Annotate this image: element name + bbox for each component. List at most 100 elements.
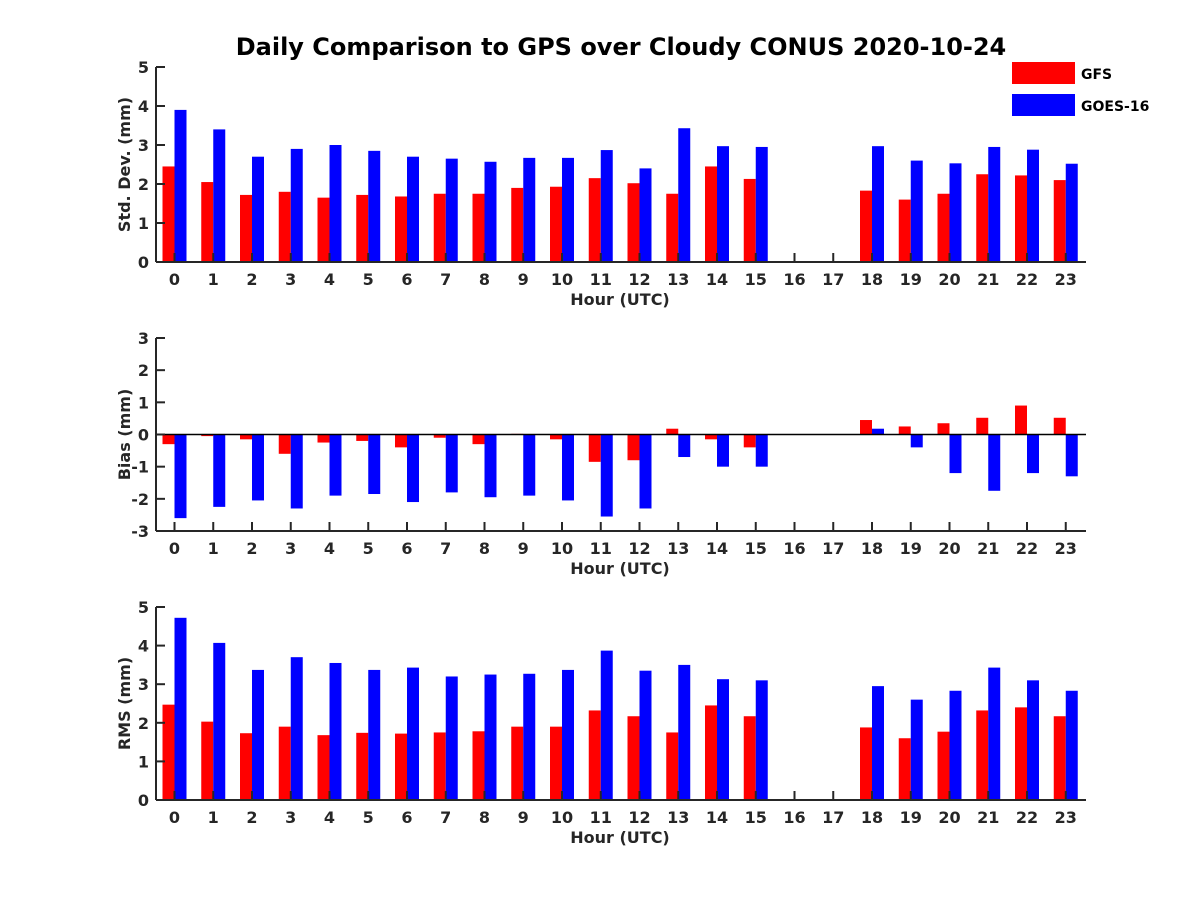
x-tick-label-rms-23: 23 — [1055, 808, 1077, 827]
bar-std-goes16-9 — [523, 157, 536, 262]
bar-bias-goes16-12 — [639, 434, 652, 509]
bar-rms-gfs-20 — [937, 731, 950, 800]
bar-bias-gfs-15 — [743, 434, 756, 448]
bar-bias-gfs-3 — [278, 434, 291, 454]
y-tick-label-rms-4: 4 — [138, 637, 149, 656]
bar-rms-gfs-22 — [1015, 707, 1027, 800]
bar-std-gfs-13 — [666, 193, 679, 262]
x-tick-label-bias-0: 0 — [169, 539, 180, 558]
bar-bias-gfs-13 — [666, 428, 679, 435]
chart-title: Daily Comparison to GPS over Cloudy CONU… — [236, 33, 1007, 61]
x-tick-label-rms-19: 19 — [900, 808, 922, 827]
bar-rms-goes16-13 — [678, 664, 691, 800]
x-tick-label-rms-0: 0 — [169, 808, 180, 827]
bar-std-gfs-15 — [743, 178, 756, 262]
y-tick-label-bias-2: 2 — [138, 361, 149, 380]
bar-bias-goes16-23 — [1065, 434, 1078, 477]
x-tick-label-std-5: 5 — [363, 270, 374, 289]
bar-std-gfs-21 — [976, 174, 989, 262]
bar-rms-goes16-12 — [639, 670, 652, 800]
legend-label-goes16: GOES-16 — [1081, 99, 1149, 115]
bar-rms-gfs-23 — [1053, 716, 1066, 800]
y-tick-label-std-1: 1 — [138, 214, 149, 233]
bar-bias-goes16-19 — [910, 434, 923, 448]
x-tick-label-std-8: 8 — [479, 270, 490, 289]
bar-rms-gfs-5 — [356, 732, 369, 800]
bar-std-gfs-6 — [395, 196, 407, 262]
x-tick-label-rms-16: 16 — [783, 808, 805, 827]
x-tick-label-std-0: 0 — [169, 270, 180, 289]
bar-rms-goes16-5 — [368, 669, 381, 800]
bar-std-gfs-22 — [1015, 175, 1027, 262]
x-tick-label-bias-20: 20 — [938, 539, 960, 558]
x-tick-label-bias-23: 23 — [1055, 539, 1077, 558]
bar-std-goes16-22 — [1027, 149, 1039, 262]
x-tick-label-std-7: 7 — [440, 270, 451, 289]
x-tick-label-bias-12: 12 — [628, 539, 650, 558]
bar-rms-goes16-9 — [523, 673, 536, 800]
x-tick-label-std-22: 22 — [1016, 270, 1038, 289]
y-tick-label-bias-0: 0 — [138, 426, 149, 445]
x-tick-label-bias-18: 18 — [861, 539, 883, 558]
bar-std-goes16-19 — [910, 160, 923, 262]
x-tick-label-bias-5: 5 — [363, 539, 374, 558]
bar-rms-gfs-1 — [201, 721, 214, 800]
x-tick-label-bias-21: 21 — [977, 539, 999, 558]
bar-rms-gfs-13 — [666, 732, 679, 800]
x-tick-label-rms-4: 4 — [324, 808, 335, 827]
x-tick-label-rms-20: 20 — [938, 808, 960, 827]
legend-label-gfs: GFS — [1081, 67, 1112, 83]
bar-std-gfs-4 — [317, 197, 330, 262]
x-tick-label-std-20: 20 — [938, 270, 960, 289]
bar-bias-goes16-3 — [290, 434, 303, 509]
bar-rms-goes16-10 — [562, 669, 574, 800]
x-tick-label-bias-2: 2 — [246, 539, 257, 558]
bar-bias-gfs-11 — [588, 434, 601, 462]
bar-rms-gfs-0 — [162, 704, 175, 800]
bar-bias-goes16-2 — [252, 434, 264, 501]
bar-bias-goes16-7 — [445, 434, 458, 493]
bar-std-gfs-9 — [511, 187, 524, 262]
bar-std-goes16-12 — [639, 168, 652, 262]
bar-std-gfs-18 — [860, 190, 872, 262]
bar-bias-gfs-2 — [240, 434, 252, 440]
bar-std-goes16-4 — [329, 145, 342, 262]
bar-std-goes16-8 — [484, 161, 497, 262]
bar-bias-gfs-21 — [976, 417, 989, 435]
bar-std-gfs-10 — [550, 186, 562, 262]
bar-rms-goes16-2 — [252, 669, 264, 800]
bar-bias-goes16-4 — [329, 434, 342, 496]
bar-std-goes16-6 — [407, 156, 419, 262]
x-axis-label-rms: Hour (UTC) — [570, 828, 670, 847]
bar-bias-gfs-22 — [1015, 405, 1027, 435]
bar-bias-goes16-1 — [213, 434, 226, 507]
bar-rms-gfs-3 — [278, 726, 291, 800]
bar-rms-gfs-7 — [433, 732, 446, 800]
bar-bias-goes16-20 — [949, 434, 962, 474]
y-tick-label-std-2: 2 — [138, 175, 149, 194]
x-tick-label-rms-3: 3 — [285, 808, 296, 827]
bar-rms-goes16-18 — [872, 686, 884, 800]
bar-std-goes16-20 — [949, 163, 962, 262]
bar-std-goes16-18 — [872, 146, 884, 262]
y-tick-label-bias-1: 1 — [138, 393, 149, 412]
bar-rms-goes16-21 — [988, 667, 1001, 800]
y-axis-label-bias: Bias (mm) — [115, 389, 134, 481]
x-tick-label-std-15: 15 — [745, 270, 767, 289]
bar-bias-goes16-0 — [174, 434, 187, 519]
x-tick-label-std-6: 6 — [401, 270, 412, 289]
x-tick-label-rms-12: 12 — [628, 808, 650, 827]
bar-bias-gfs-7 — [433, 434, 446, 438]
bar-bias-gfs-23 — [1053, 417, 1066, 435]
x-tick-label-rms-10: 10 — [551, 808, 573, 827]
bar-std-goes16-10 — [562, 157, 574, 262]
bar-rms-goes16-19 — [910, 699, 923, 800]
bar-std-goes16-23 — [1065, 163, 1078, 262]
bar-std-goes16-13 — [678, 128, 691, 262]
bar-bias-gfs-8 — [472, 434, 485, 445]
legend-swatch-goes16 — [1012, 94, 1075, 116]
x-tick-label-bias-10: 10 — [551, 539, 573, 558]
x-tick-label-std-4: 4 — [324, 270, 335, 289]
x-axis-label-std: Hour (UTC) — [570, 290, 670, 309]
bar-rms-goes16-4 — [329, 662, 342, 800]
